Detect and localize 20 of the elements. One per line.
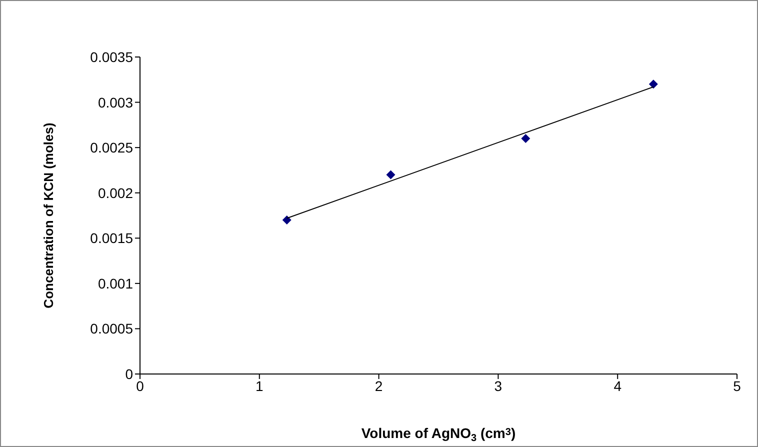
- x-tick-label: 4: [614, 378, 622, 394]
- x-tick-label: 0: [136, 378, 144, 394]
- point: [282, 216, 292, 225]
- y-tick-label: 0: [125, 366, 134, 382]
- y-tick-label: 0.0005: [90, 320, 134, 337]
- point: [648, 80, 658, 89]
- x-tick-label: 2: [374, 378, 383, 394]
- y-tick-label: 0.001: [98, 275, 134, 292]
- y-tick-label: 0.0035: [90, 48, 134, 65]
- x-tick-label: 3: [494, 378, 502, 394]
- y-tick-label: 0.0025: [90, 140, 134, 156]
- y-tick-label: 0.0015: [90, 230, 134, 246]
- point: [386, 170, 396, 180]
- x-tick-label: 5: [733, 378, 742, 394]
- y-tick-label: 0.002: [98, 184, 134, 201]
- point: [521, 134, 530, 144]
- x-axis-title: Volume of AgNO$_{3}$ (cm$^{3}$): [361, 425, 516, 444]
- x-tick-label: 1: [256, 378, 264, 394]
- y-tick-label: 0.003: [98, 94, 134, 110]
- y-axis-title: Concentration of KCN (moles): [41, 122, 56, 308]
